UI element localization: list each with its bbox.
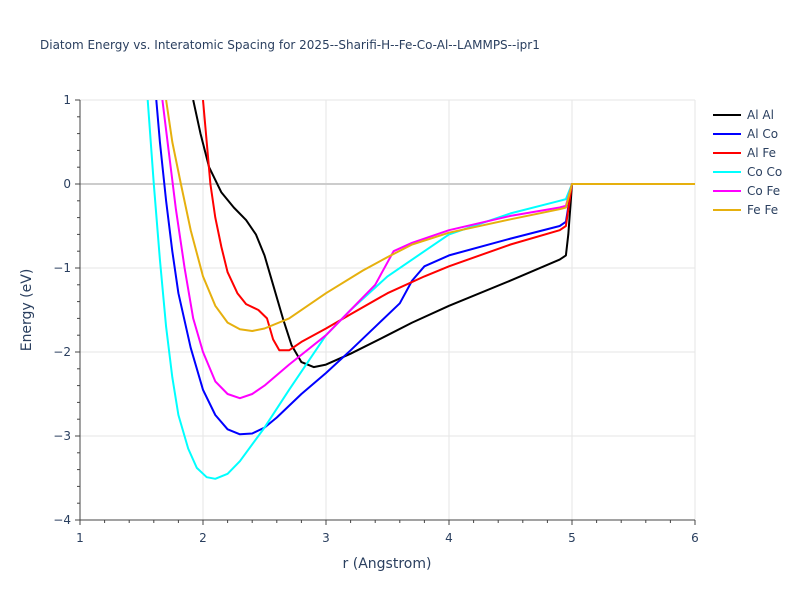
grid-layer	[80, 99, 696, 520]
y-tick-label: 0	[63, 177, 71, 191]
y-tick-label: 1	[63, 93, 71, 107]
series-line-co-co	[146, 100, 695, 480]
series-line-al-co	[155, 100, 695, 436]
x-tick-label: 4	[445, 531, 453, 545]
y-axis-title: Energy (eV)	[19, 269, 35, 352]
chart-title: Diatom Energy vs. Interatomic Spacing fo…	[40, 38, 540, 52]
legend-item-co-fe[interactable]: Co Fe	[713, 184, 780, 198]
x-tick-label: 3	[322, 531, 330, 545]
legend-label: Al Co	[747, 127, 778, 141]
x-tick-label: 1	[76, 531, 84, 545]
series-line-al-al	[192, 100, 695, 369]
y-tick-label: −4	[53, 513, 71, 527]
y-tick-label: −2	[53, 345, 71, 359]
y-tick-label: −1	[53, 261, 71, 275]
legend[interactable]: Al Al Al Co Al Fe Co Co Co Fe Fe Fe	[713, 108, 782, 217]
y-tick-label: −3	[53, 429, 71, 443]
series-line-co-fe	[161, 100, 695, 400]
series-line-fe-fe	[165, 100, 695, 332]
legend-item-al-co[interactable]: Al Co	[713, 127, 778, 141]
legend-item-fe-fe[interactable]: Fe Fe	[713, 203, 778, 217]
legend-item-co-co[interactable]: Co Co	[713, 165, 782, 179]
series-line-al-fe	[202, 100, 695, 352]
x-tick-label: 5	[568, 531, 576, 545]
legend-item-al-al[interactable]: Al Al	[713, 108, 774, 122]
series-layer	[146, 100, 695, 480]
legend-label: Al Al	[747, 108, 774, 122]
x-tick-label: 6	[691, 531, 699, 545]
legend-label: Al Fe	[747, 146, 776, 160]
x-axis-title: r (Angstrom)	[343, 556, 432, 572]
legend-label: Co Fe	[747, 184, 780, 198]
legend-label: Fe Fe	[747, 203, 778, 217]
legend-label: Co Co	[747, 165, 782, 179]
x-tick-label: 2	[199, 531, 207, 545]
axis-layer: 1 2 3 4 5 6 −4 −3 −2 −1 0 1	[53, 93, 699, 545]
legend-item-al-fe[interactable]: Al Fe	[713, 146, 776, 160]
